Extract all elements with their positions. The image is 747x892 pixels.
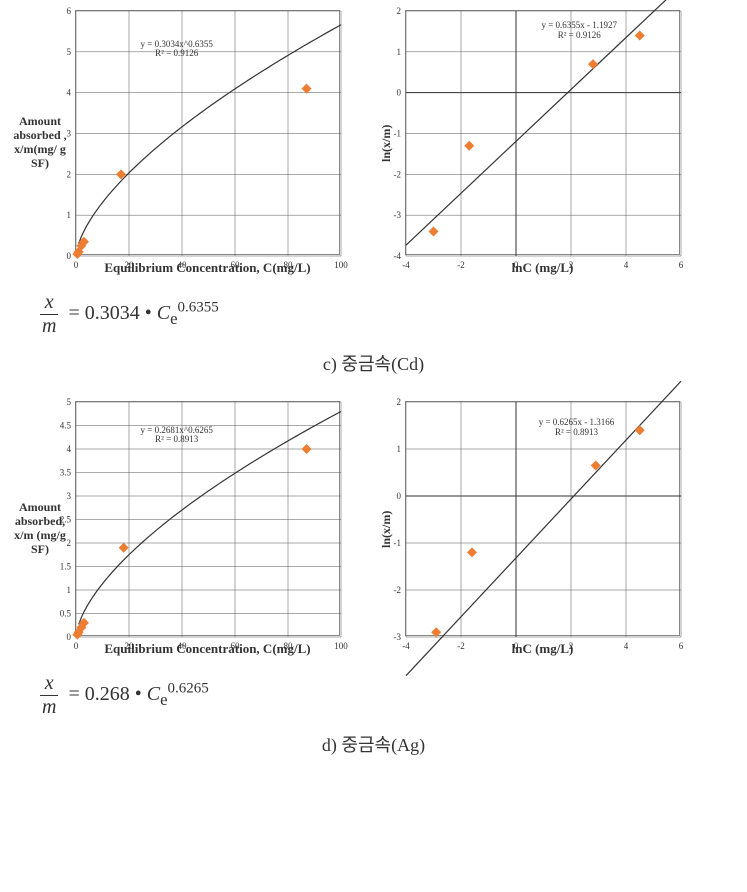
ag-right-chart-wrap: -4-20246-3-2-1012y = 0.6265x - 1.3166R² … bbox=[405, 401, 680, 657]
svg-text:0: 0 bbox=[514, 260, 519, 270]
svg-text:4: 4 bbox=[624, 641, 629, 651]
ag-chart-row: Amount absorbed, x/m (mg/g SF) 020406080… bbox=[10, 401, 737, 657]
cd-right-chart: -4-20246-4-3-2-1012y = 0.6355x - 1.1927R… bbox=[405, 10, 680, 255]
ag-right-xlabel: lnC (mg/L) bbox=[405, 641, 680, 657]
svg-text:3.5: 3.5 bbox=[60, 468, 72, 478]
svg-text:2: 2 bbox=[569, 260, 574, 270]
svg-text:2: 2 bbox=[569, 641, 574, 651]
cd-eq-coef: 0.3034 bbox=[85, 302, 140, 324]
chart-annotation: y = 0.6265x - 1.3166R² = 0.8913 bbox=[539, 418, 615, 438]
svg-text:4: 4 bbox=[67, 88, 72, 98]
svg-text:6: 6 bbox=[679, 641, 684, 651]
svg-text:-4: -4 bbox=[402, 260, 410, 270]
svg-text:2: 2 bbox=[67, 169, 72, 179]
svg-text:1.5: 1.5 bbox=[60, 562, 72, 572]
ag-left-ylabel: Amount absorbed, x/m (mg/g SF) bbox=[10, 501, 70, 556]
ag-left-xlabel: Equilibrium Concentration, C(mg/L) bbox=[75, 641, 340, 657]
ag-left-chart-wrap: 02040608010000.511.522.533.544.55y = 0.2… bbox=[75, 401, 340, 657]
svg-text:80: 80 bbox=[284, 641, 294, 651]
svg-text:-3: -3 bbox=[394, 210, 402, 220]
figure-cd: Amount absorbed , x/m(mg/ g SF) 02040608… bbox=[10, 10, 737, 376]
cd-right-chart-wrap: -4-20246-4-3-2-1012y = 0.6355x - 1.1927R… bbox=[405, 10, 680, 276]
svg-text:100: 100 bbox=[334, 641, 348, 651]
cd-chart-row: Amount absorbed , x/m(mg/ g SF) 02040608… bbox=[10, 10, 737, 276]
svg-text:2: 2 bbox=[67, 538, 72, 548]
svg-text:-2: -2 bbox=[457, 260, 465, 270]
svg-text:3: 3 bbox=[67, 491, 72, 501]
svg-text:1: 1 bbox=[67, 585, 72, 595]
svg-text:6: 6 bbox=[679, 260, 684, 270]
svg-text:40: 40 bbox=[178, 260, 188, 270]
cd-left-chart: 0204060801000123456y = 0.3034x^0.6355R² … bbox=[75, 10, 340, 255]
ag-equation: xm = 0.268 • Ce0.6265 bbox=[40, 672, 737, 719]
svg-text:-4: -4 bbox=[402, 641, 410, 651]
svg-text:-1: -1 bbox=[394, 538, 402, 548]
svg-text:5: 5 bbox=[67, 397, 72, 407]
cd-eq-exp: 0.6355 bbox=[178, 300, 219, 316]
svg-text:2: 2 bbox=[397, 6, 402, 16]
svg-text:2.5: 2.5 bbox=[60, 515, 72, 525]
cd-left-xlabel: Equilibrium Concentration, C(mg/L) bbox=[75, 260, 340, 276]
svg-text:4.5: 4.5 bbox=[60, 421, 72, 431]
chart-annotation: y = 0.3034x^0.6355R² = 0.9126 bbox=[141, 40, 213, 60]
svg-text:3: 3 bbox=[67, 129, 72, 139]
svg-text:20: 20 bbox=[125, 260, 135, 270]
svg-text:0: 0 bbox=[67, 632, 72, 642]
svg-text:1: 1 bbox=[67, 210, 72, 220]
cd-right-xlabel: lnC (mg/L) bbox=[405, 260, 680, 276]
svg-text:100: 100 bbox=[334, 260, 348, 270]
svg-text:4: 4 bbox=[624, 260, 629, 270]
svg-text:-3: -3 bbox=[394, 632, 402, 642]
svg-text:-2: -2 bbox=[457, 641, 465, 651]
ag-right-chart: -4-20246-3-2-1012y = 0.6265x - 1.3166R² … bbox=[405, 401, 680, 636]
ag-right-ylabel: ln(x/m) bbox=[380, 454, 400, 604]
svg-text:0: 0 bbox=[67, 251, 72, 261]
svg-text:60: 60 bbox=[231, 260, 241, 270]
ag-eq-exp: 0.6265 bbox=[168, 681, 209, 697]
svg-text:60: 60 bbox=[231, 641, 241, 651]
svg-text:0: 0 bbox=[397, 491, 402, 501]
svg-text:4: 4 bbox=[67, 444, 72, 454]
svg-text:0: 0 bbox=[514, 641, 519, 651]
svg-text:5: 5 bbox=[67, 47, 72, 57]
svg-text:1: 1 bbox=[397, 444, 402, 454]
svg-text:0: 0 bbox=[74, 260, 79, 270]
svg-text:-4: -4 bbox=[394, 251, 402, 261]
cd-left-chart-wrap: 0204060801000123456y = 0.3034x^0.6355R² … bbox=[75, 10, 340, 276]
svg-text:-2: -2 bbox=[394, 169, 402, 179]
cd-left-ylabel: Amount absorbed , x/m(mg/ g SF) bbox=[10, 115, 70, 170]
svg-text:20: 20 bbox=[125, 641, 135, 651]
cd-equation: xm = 0.3034 • Ce0.6355 bbox=[40, 291, 737, 338]
svg-text:2: 2 bbox=[397, 397, 402, 407]
svg-text:1: 1 bbox=[397, 47, 402, 57]
ag-eq-coef: 0.268 bbox=[85, 683, 130, 705]
svg-text:6: 6 bbox=[67, 6, 72, 16]
figure-ag: Amount absorbed, x/m (mg/g SF) 020406080… bbox=[10, 401, 737, 757]
ag-left-chart: 02040608010000.511.522.533.544.55y = 0.2… bbox=[75, 401, 340, 636]
svg-text:-2: -2 bbox=[394, 585, 402, 595]
svg-text:0: 0 bbox=[397, 88, 402, 98]
svg-text:40: 40 bbox=[178, 641, 188, 651]
ag-caption: d) 중금속(Ag) bbox=[10, 731, 737, 757]
chart-annotation: y = 0.2681x^0.6265R² = 0.8913 bbox=[141, 426, 213, 446]
svg-text:0: 0 bbox=[74, 641, 79, 651]
cd-caption: c) 중금속(Cd) bbox=[10, 350, 737, 376]
chart-annotation: y = 0.6355x - 1.1927R² = 0.9126 bbox=[541, 21, 617, 41]
svg-text:-1: -1 bbox=[394, 129, 402, 139]
svg-text:0.5: 0.5 bbox=[60, 609, 72, 619]
svg-text:80: 80 bbox=[284, 260, 294, 270]
